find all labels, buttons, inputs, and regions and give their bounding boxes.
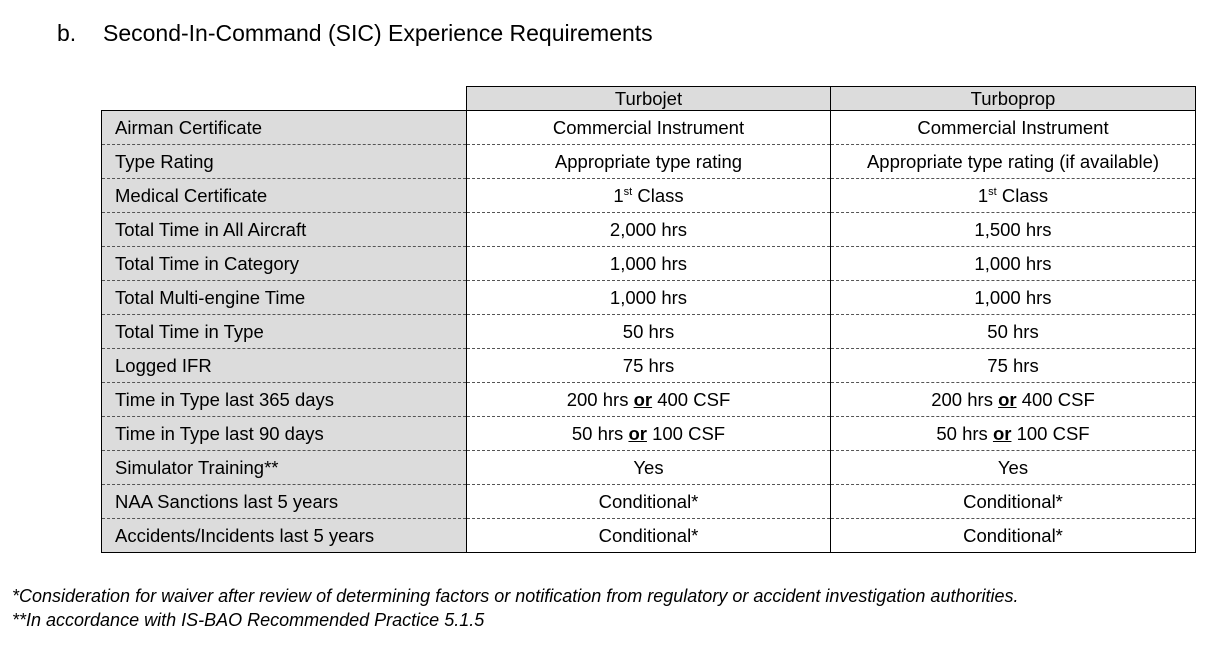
table-row: Logged IFR 75 hrs 75 hrs <box>101 348 1196 383</box>
turboprop-cell: 1,000 hrs <box>830 280 1196 315</box>
hours-value: 200 hrs <box>931 389 999 410</box>
turboprop-cell: 50 hrs <box>830 314 1196 349</box>
turboprop-cell: 1st Class <box>830 178 1196 213</box>
turbojet-cell: 1st Class <box>466 178 831 213</box>
row-label: Total Time in Category <box>101 246 467 281</box>
row-label: Airman Certificate <box>101 110 467 145</box>
or-emphasis: or <box>633 389 653 410</box>
ordinal-suffix: st <box>623 185 633 198</box>
class-text: Class <box>996 185 1049 206</box>
footnotes: *Consideration for waiver after review o… <box>12 584 1018 632</box>
sic-requirements-table: Turbojet Turboprop Airman Certificate Co… <box>101 86 1196 553</box>
turboprop-cell: Conditional* <box>830 484 1196 519</box>
table-row: Accidents/Incidents last 5 years Conditi… <box>101 518 1196 553</box>
turboprop-cell: Appropriate type rating (if available) <box>830 144 1196 179</box>
table-row: Medical Certificate 1st Class 1st Class <box>101 178 1196 213</box>
section-title: Second-In-Command (SIC) Experience Requi… <box>103 20 653 46</box>
column-header-turboprop: Turboprop <box>830 86 1196 111</box>
row-label: NAA Sanctions last 5 years <box>101 484 467 519</box>
table-row: Total Time in All Aircraft 2,000 hrs 1,5… <box>101 212 1196 247</box>
turbojet-cell: Yes <box>466 450 831 485</box>
turboprop-cell: 200 hrs or 400 CSF <box>830 382 1196 417</box>
class-number: 1 <box>613 185 624 206</box>
turboprop-cell: 1,500 hrs <box>830 212 1196 247</box>
class-text: Class <box>632 185 684 206</box>
row-label: Total Time in Type <box>101 314 467 349</box>
or-emphasis: or <box>628 423 647 444</box>
turboprop-cell: Yes <box>830 450 1196 485</box>
table-row: Time in Type last 365 days 200 hrs or 40… <box>101 382 1196 417</box>
turbojet-cell: 50 hrs or 100 CSF <box>466 416 831 451</box>
table-row: Time in Type last 90 days 50 hrs or 100 … <box>101 416 1196 451</box>
row-label: Medical Certificate <box>101 178 467 213</box>
row-label: Simulator Training** <box>101 450 467 485</box>
column-header-turbojet: Turbojet <box>466 86 831 111</box>
turbojet-cell: Commercial Instrument <box>466 110 831 145</box>
table-row: Total Multi-engine Time 1,000 hrs 1,000 … <box>101 280 1196 315</box>
row-label: Accidents/Incidents last 5 years <box>101 518 467 553</box>
turboprop-cell: 50 hrs or 100 CSF <box>830 416 1196 451</box>
table-row: Simulator Training** Yes Yes <box>101 450 1196 485</box>
turboprop-cell: Conditional* <box>830 518 1196 553</box>
turbojet-cell: Appropriate type rating <box>466 144 831 179</box>
turbojet-cell: Conditional* <box>466 518 831 553</box>
hours-value: 50 hrs <box>936 423 993 444</box>
csf-value: 400 CSF <box>652 389 731 410</box>
turboprop-cell: 1,000 hrs <box>830 246 1196 281</box>
row-label: Logged IFR <box>101 348 467 383</box>
ordinal-suffix: st <box>988 185 997 198</box>
footnote-isbao: **In accordance with IS-BAO Recommended … <box>12 610 485 630</box>
row-label: Time in Type last 90 days <box>101 416 467 451</box>
section-label: b. <box>57 20 77 46</box>
turbojet-cell: 50 hrs <box>466 314 831 349</box>
table-row: NAA Sanctions last 5 years Conditional* … <box>101 484 1196 519</box>
section-heading: b. Second-In-Command (SIC) Experience Req… <box>57 20 653 47</box>
hours-value: 200 hrs <box>566 389 634 410</box>
row-label: Total Multi-engine Time <box>101 280 467 315</box>
turbojet-cell: 75 hrs <box>466 348 831 383</box>
class-number: 1 <box>977 185 989 206</box>
or-emphasis: or <box>992 423 1012 444</box>
row-label: Type Rating <box>101 144 467 179</box>
csf-value: 100 CSF <box>1011 423 1090 444</box>
hours-value: 50 hrs <box>571 423 629 444</box>
row-label: Total Time in All Aircraft <box>101 212 467 247</box>
table-row: Airman Certificate Commercial Instrument… <box>101 110 1196 145</box>
row-label: Time in Type last 365 days <box>101 382 467 417</box>
turbojet-cell: 200 hrs or 400 CSF <box>466 382 831 417</box>
turbojet-cell: Conditional* <box>466 484 831 519</box>
table-row: Total Time in Type 50 hrs 50 hrs <box>101 314 1196 349</box>
turbojet-cell: 1,000 hrs <box>466 246 831 281</box>
footnote-waiver: *Consideration for waiver after review o… <box>12 586 1019 606</box>
csf-value: 400 CSF <box>1016 389 1095 410</box>
table-row: Type Rating Appropriate type rating Appr… <box>101 144 1196 179</box>
table-row: Total Time in Category 1,000 hrs 1,000 h… <box>101 246 1196 281</box>
header-blank-cell <box>101 86 467 111</box>
turbojet-cell: 1,000 hrs <box>466 280 831 315</box>
turbojet-cell: 2,000 hrs <box>466 212 831 247</box>
table-header-row: Turbojet Turboprop <box>101 86 1196 111</box>
or-emphasis: or <box>998 389 1017 410</box>
csf-value: 100 CSF <box>646 423 726 444</box>
turboprop-cell: 75 hrs <box>830 348 1196 383</box>
turboprop-cell: Commercial Instrument <box>830 110 1196 145</box>
